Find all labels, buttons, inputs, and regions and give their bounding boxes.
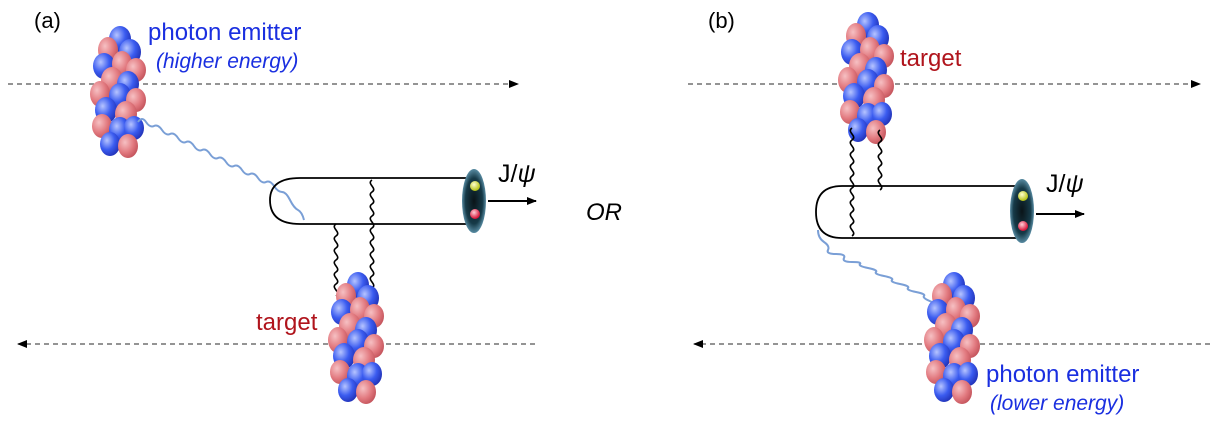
quark-loop-a — [269, 177, 470, 225]
meson-label-b: J/ψ — [1046, 170, 1084, 198]
meson-icon — [462, 169, 486, 233]
photon-wave-icon — [137, 118, 305, 221]
photon-emitter-nucleus-icon — [90, 26, 146, 158]
target-label-a: target — [256, 309, 318, 336]
photon-emitter-note-b: (lower energy) — [990, 392, 1124, 415]
or-separator: OR — [586, 199, 622, 226]
panel-b: (b) J/ψ target photon emitter (lower ene… — [688, 8, 1210, 415]
target-nucleus-icon-b — [838, 12, 894, 144]
panel-a-label: (a) — [34, 8, 61, 33]
meson-icon-b — [1010, 179, 1034, 243]
photon-emitter-label-b: photon emitter — [986, 361, 1139, 388]
quark-loop-b — [815, 185, 1016, 239]
photon-emitter-nucleus-icon-b — [924, 272, 980, 404]
gluon-coil-icon — [333, 179, 375, 297]
gluon-coil-icon-b — [849, 127, 883, 237]
panel-b-label: (b) — [708, 8, 735, 33]
target-label-b: target — [900, 45, 962, 72]
panel-a: (a) J/ψ photon emitter (higher energy) t… — [8, 8, 537, 404]
meson-label-a: J/ψ — [498, 160, 536, 188]
photon-emitter-note-a: (higher energy) — [156, 50, 298, 73]
photon-emitter-label-a: photon emitter — [148, 19, 301, 46]
